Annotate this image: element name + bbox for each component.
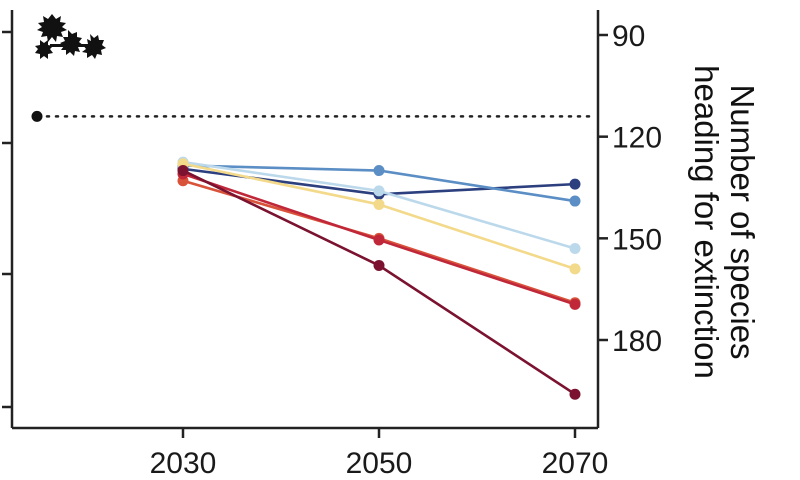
data-point-scenario-dark-red <box>569 388 581 400</box>
data-point-scenario-light-blue <box>569 243 581 254</box>
y-axis-label-line-2: heading for extinction <box>688 65 725 379</box>
y-tick-labels: 90 120 150 180 <box>598 20 662 358</box>
data-point-scenario-yellow <box>569 263 581 275</box>
data-point-scenario-light-blue <box>373 185 385 197</box>
x-tick-label: 2030 <box>150 447 217 480</box>
left-axis-ticks <box>2 30 12 409</box>
data-point-scenario-dark-red <box>177 165 189 177</box>
y-tick-label: 180 <box>612 325 662 358</box>
data-point-scenario-mid-blue <box>569 195 581 207</box>
x-tick-label: 2070 <box>542 447 609 480</box>
data-point-scenario-dark-blue <box>569 178 581 190</box>
baseline-layer <box>31 110 598 122</box>
y-axis-label-line-1: Number of species <box>724 84 761 359</box>
data-point-scenario-red <box>569 298 581 310</box>
series-layer <box>177 156 581 400</box>
data-point-scenario-yellow <box>373 198 385 210</box>
data-point-scenario-mid-blue <box>373 165 385 177</box>
y-tick-label: 120 <box>612 122 662 155</box>
y-tick-label: 150 <box>612 223 662 256</box>
data-point-scenario-dark-red <box>373 259 385 271</box>
series-line-scenario-yellow <box>182 162 576 271</box>
x-tick-label: 2050 <box>346 447 413 480</box>
x-tick-labels: 2030 2050 2070 <box>150 428 609 480</box>
y-tick-label: 90 <box>612 20 645 53</box>
axes <box>10 10 600 430</box>
data-point-scenario-red <box>373 234 385 246</box>
baseline-point <box>31 110 43 122</box>
oak-leaf-icon <box>35 14 106 59</box>
